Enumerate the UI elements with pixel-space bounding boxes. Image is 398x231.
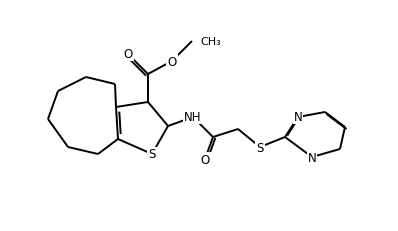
Text: O: O: [200, 153, 210, 166]
Text: N: N: [308, 151, 316, 164]
Text: S: S: [256, 141, 264, 154]
Text: O: O: [168, 55, 177, 68]
Text: CH₃: CH₃: [200, 37, 221, 47]
Text: O: O: [123, 48, 133, 61]
Text: S: S: [148, 148, 156, 161]
Text: NH: NH: [184, 111, 202, 124]
Text: N: N: [294, 111, 302, 124]
